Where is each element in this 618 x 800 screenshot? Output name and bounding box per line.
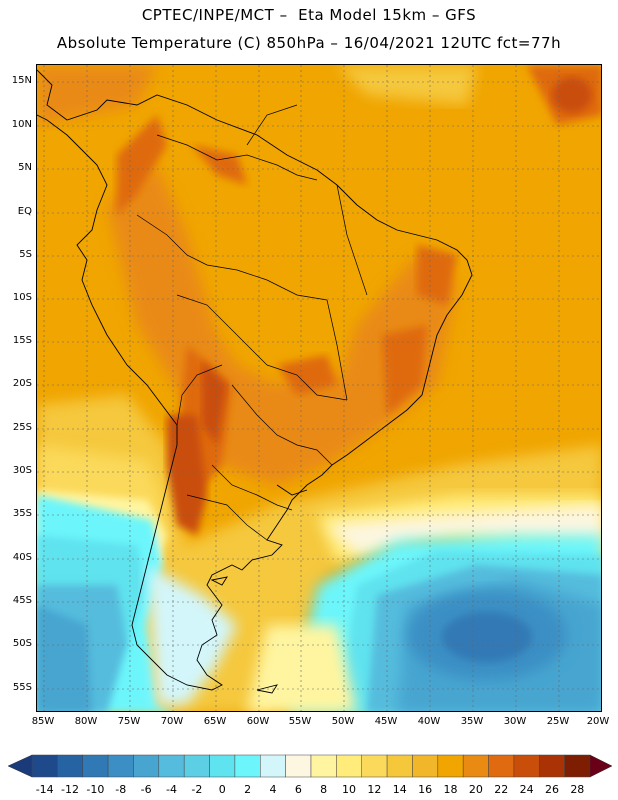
lon-label: 85W bbox=[31, 716, 55, 727]
map-title-line2: Absolute Temperature (C) 850hPa – 16/04/… bbox=[56, 34, 562, 52]
colorbar-label: -12 bbox=[61, 783, 80, 796]
colorbar-cell bbox=[513, 754, 540, 778]
lon-label: 25W bbox=[546, 716, 570, 727]
colorbar-label: -6 bbox=[140, 783, 152, 796]
colorbar-label: 20 bbox=[468, 783, 483, 796]
lat-label: 55S bbox=[12, 682, 32, 693]
grid-lines bbox=[37, 65, 601, 711]
colorbar-cell bbox=[336, 754, 362, 778]
colorbar-cell bbox=[412, 754, 439, 778]
colorbar-label: 26 bbox=[544, 783, 559, 796]
colorbar-label: -8 bbox=[115, 783, 127, 796]
colorbar-label: 12 bbox=[367, 783, 382, 796]
temperature-field bbox=[37, 65, 601, 711]
colorbar-label: 24 bbox=[519, 783, 534, 796]
lat-label: 10S bbox=[12, 292, 32, 303]
lat-label: 15N bbox=[11, 75, 32, 86]
colorbar-label: 16 bbox=[418, 783, 433, 796]
colorbar-label: 22 bbox=[494, 783, 509, 796]
colorbar-label: 18 bbox=[443, 783, 458, 796]
colorbar-under-arrow bbox=[7, 754, 33, 778]
colorbar-cell bbox=[82, 754, 109, 778]
lon-label: 45W bbox=[374, 716, 398, 727]
lat-label: 50S bbox=[12, 638, 32, 649]
colorbar-cell bbox=[31, 754, 58, 778]
colorbar-cell bbox=[133, 754, 160, 778]
colorbar-cell bbox=[234, 754, 261, 778]
lat-label: 5S bbox=[19, 249, 32, 260]
lat-label: 15S bbox=[12, 335, 32, 346]
colorbar-label: -4 bbox=[166, 783, 177, 796]
lat-label: 30S bbox=[12, 465, 32, 476]
colorbar-cell bbox=[260, 754, 286, 778]
temperature-map bbox=[36, 64, 602, 712]
colorbar-cell bbox=[361, 754, 388, 778]
colorbar-cell bbox=[437, 754, 464, 778]
colorbar-label: 10 bbox=[342, 783, 357, 796]
lon-label: 30W bbox=[503, 716, 527, 727]
lon-label: 70W bbox=[160, 716, 184, 727]
lon-label: 40W bbox=[417, 716, 441, 727]
colorbar-over-arrow bbox=[589, 754, 613, 778]
lon-label: 60W bbox=[246, 716, 270, 727]
colorbar-label: 8 bbox=[320, 783, 328, 796]
colorbar-label: 4 bbox=[269, 783, 277, 796]
colorbar-label: 2 bbox=[244, 783, 252, 796]
lon-label: 65W bbox=[203, 716, 227, 727]
lon-label: 75W bbox=[117, 716, 141, 727]
colorbar-cell bbox=[462, 754, 489, 778]
coastlines bbox=[37, 69, 473, 694]
lon-label: 20W bbox=[586, 716, 610, 727]
lat-label: 20S bbox=[12, 378, 32, 389]
lat-label: EQ bbox=[17, 206, 32, 217]
colorbar-cell bbox=[564, 754, 591, 778]
colorbar-cell bbox=[107, 754, 134, 778]
lat-label: 5N bbox=[18, 162, 32, 173]
lon-label: 80W bbox=[74, 716, 98, 727]
country-borders bbox=[136, 104, 368, 541]
colorbar-cell bbox=[386, 754, 413, 778]
colorbar-cell bbox=[539, 754, 565, 778]
colorbar-cell bbox=[209, 754, 236, 778]
lat-label: 25S bbox=[12, 422, 32, 433]
map-title-line1: CPTEC/INPE/MCT – Eta Model 15km – GFS bbox=[141, 6, 477, 24]
lat-label: 10N bbox=[11, 119, 32, 130]
colorbar-cell bbox=[183, 754, 210, 778]
colorbar-label: -10 bbox=[86, 783, 105, 796]
lat-label: 40S bbox=[12, 552, 32, 563]
colorbar-label: 14 bbox=[392, 783, 407, 796]
colorbar-label: 6 bbox=[294, 783, 302, 796]
colorbar-cell bbox=[310, 754, 337, 778]
colorbar-cells bbox=[7, 754, 613, 778]
map-canvas bbox=[37, 65, 601, 711]
colorbar-label: -2 bbox=[191, 783, 203, 796]
lat-label: 35S bbox=[12, 508, 32, 519]
colorbar-label: 0 bbox=[218, 783, 226, 796]
colorbar-cell bbox=[488, 754, 515, 778]
lon-label: 35W bbox=[460, 716, 484, 727]
lat-label: 45S bbox=[12, 595, 32, 606]
lon-label: 50W bbox=[331, 716, 355, 727]
colorbar-cell bbox=[158, 754, 185, 778]
colorbar bbox=[7, 754, 613, 778]
colorbar-cell bbox=[57, 754, 83, 778]
colorbar-label: 28 bbox=[570, 783, 585, 796]
colorbar-cell bbox=[285, 754, 312, 778]
lon-label: 55W bbox=[288, 716, 312, 727]
colorbar-label: -14 bbox=[35, 783, 54, 796]
